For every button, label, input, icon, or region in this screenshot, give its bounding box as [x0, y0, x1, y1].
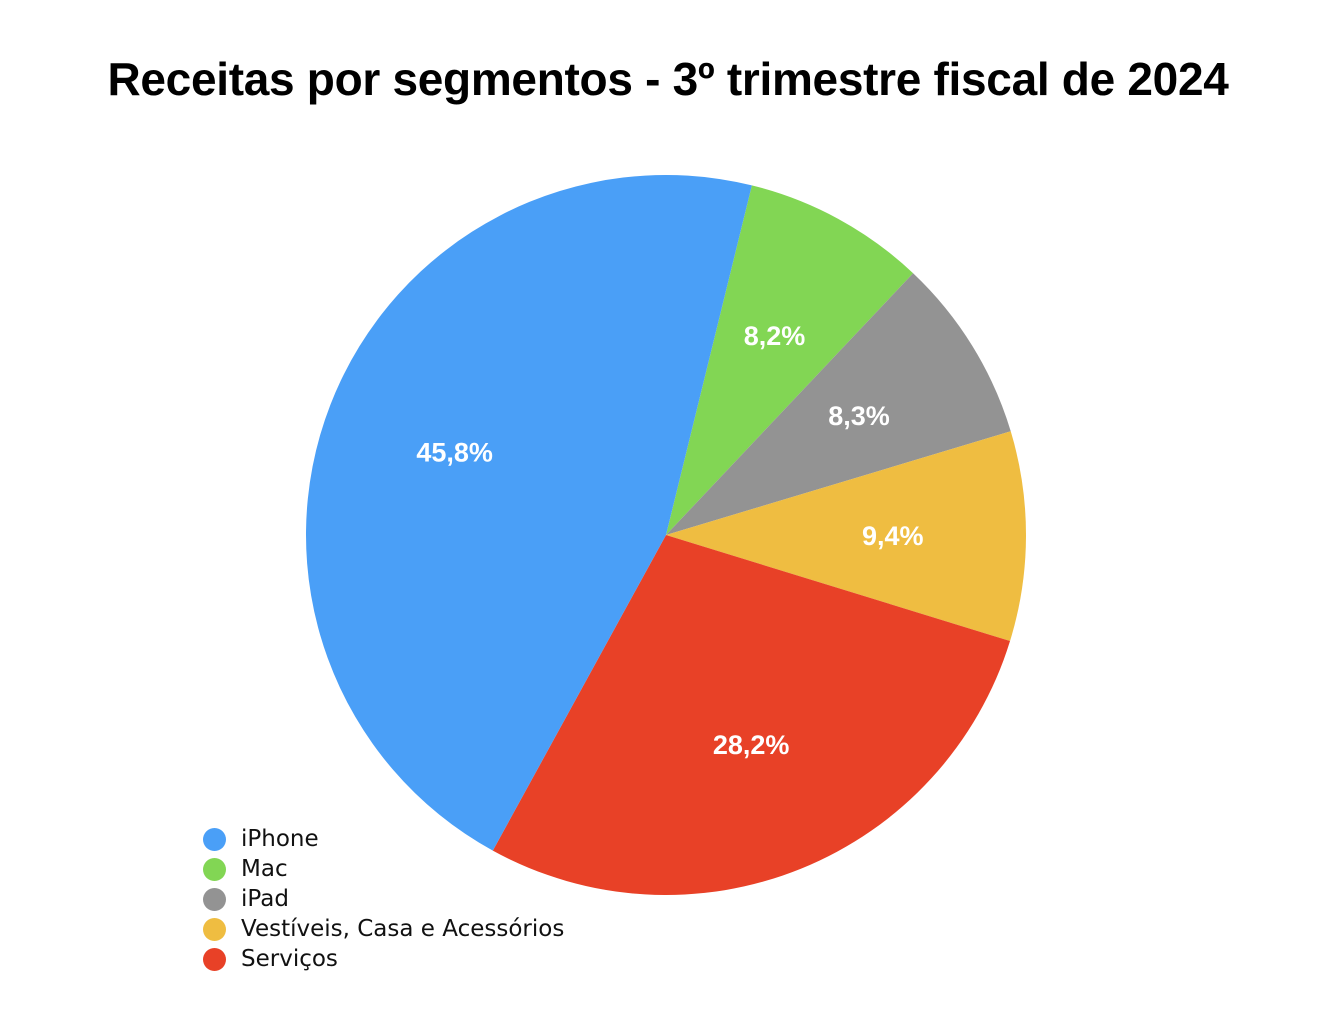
pie-slices	[305, 175, 1026, 895]
legend-label: Mac	[241, 856, 288, 882]
slice-iphone	[305, 175, 752, 851]
label-mac: 8,2%	[744, 321, 806, 351]
legend-item-iphone: iPhone	[203, 824, 564, 854]
label-iphone: 45,8%	[416, 438, 493, 468]
slice-wearables	[666, 431, 1026, 642]
label-wearables: 9,4%	[862, 521, 924, 551]
legend-item-mac: Mac	[203, 854, 564, 884]
legend-item-services: Serviços	[203, 944, 564, 974]
pie-labels: 8,2% 8,3% 9,4% 28,2% 45,8%	[416, 321, 923, 760]
legend-swatch	[203, 947, 226, 971]
legend-label: Vestíveis, Casa e Acessórios	[241, 916, 565, 942]
label-ipad: 8,3%	[828, 401, 890, 431]
legend-item-ipad: iPad	[203, 884, 564, 914]
legend-swatch	[203, 917, 226, 941]
legend: iPhone Mac iPad Vestíveis, Casa e Acessó…	[203, 824, 564, 974]
legend-label: Serviços	[241, 946, 338, 972]
legend-swatch	[203, 887, 226, 911]
legend-item-wearables: Vestíveis, Casa e Acessórios	[203, 914, 564, 944]
label-services: 28,2%	[713, 730, 790, 760]
slice-services	[492, 535, 1011, 895]
legend-swatch	[203, 857, 226, 881]
legend-label: iPhone	[241, 826, 319, 852]
legend-label: iPad	[241, 886, 289, 912]
chart-title: Receitas por segmentos - 3º trimestre fi…	[107, 53, 1229, 105]
slice-mac	[666, 185, 914, 535]
legend-swatch	[203, 827, 226, 851]
slice-ipad	[666, 273, 1011, 535]
